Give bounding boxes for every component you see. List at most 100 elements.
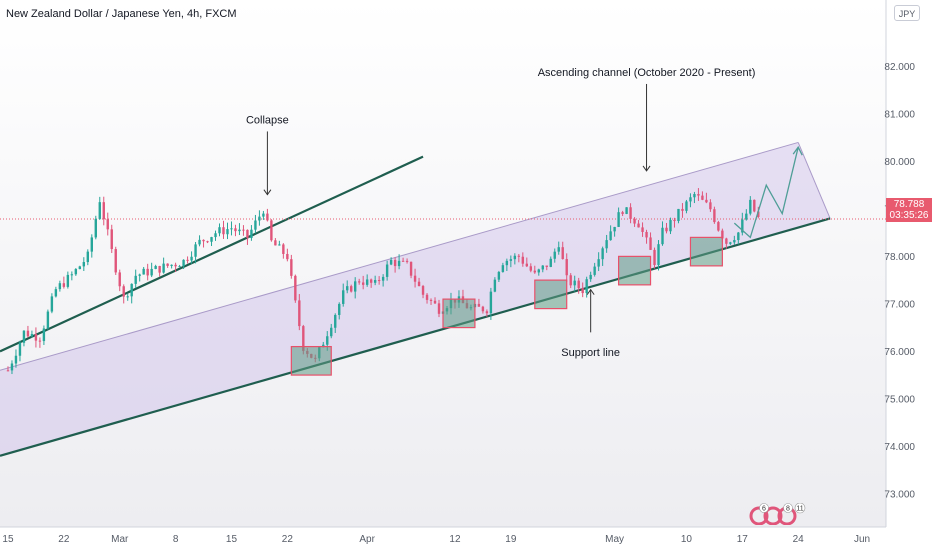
candle-body — [82, 262, 86, 267]
candle-body — [425, 294, 429, 300]
time-tick-label: 19 — [505, 534, 517, 545]
candle-body — [733, 240, 736, 243]
candle-body — [401, 260, 405, 262]
support-zone-box[interactable] — [290, 345, 332, 376]
price-tick-label: 75.000 — [884, 394, 915, 405]
candle-body — [657, 244, 660, 265]
candle-body — [665, 227, 668, 232]
candle-body — [501, 265, 505, 272]
candle-body — [206, 241, 209, 243]
candle-body — [90, 237, 93, 252]
price-tick-label: 81.000 — [884, 109, 915, 120]
time-tick-label: May — [605, 534, 624, 545]
candle-body — [174, 264, 177, 267]
candle-body — [74, 269, 78, 275]
candle-body — [66, 274, 70, 287]
candle-body — [597, 259, 600, 267]
publisher-logo: 6 8 11 — [749, 503, 806, 525]
candle-body — [58, 283, 62, 290]
candle-body — [166, 263, 169, 266]
candle-body — [102, 202, 105, 220]
candle-body — [725, 238, 728, 244]
time-tick-label: Apr — [359, 534, 375, 545]
candle-body — [505, 260, 509, 266]
price-axis-panel[interactable] — [886, 0, 932, 550]
candle-body — [202, 239, 205, 242]
candle-body — [629, 207, 632, 219]
projection-path[interactable] — [733, 147, 799, 239]
candle-body — [50, 296, 54, 312]
candle-body — [334, 314, 337, 328]
logo-ring-1 — [749, 506, 769, 525]
time-tick-label: 22 — [58, 534, 70, 545]
candle-body — [142, 268, 145, 275]
time-tick-label: 15 — [2, 534, 14, 545]
logo-digit-2: 8 — [786, 506, 790, 513]
time-tick-label: 24 — [793, 534, 805, 545]
candle-body — [258, 216, 261, 221]
prior-channel-trendline[interactable] — [0, 155, 424, 353]
candle-body — [246, 229, 249, 239]
annotation-label: Support line — [561, 347, 620, 359]
candle-body — [369, 279, 373, 283]
candle-body — [521, 256, 525, 264]
support-zone-box[interactable] — [442, 298, 476, 329]
candle-body — [254, 220, 257, 230]
candle-body — [298, 300, 301, 327]
annotation-label: Ascending channel (October 2020 - Presen… — [538, 67, 756, 79]
candle-body — [118, 272, 121, 287]
candle-body — [326, 336, 329, 345]
time-tick-label: 17 — [737, 534, 749, 545]
candle-body — [757, 211, 760, 217]
candle-body — [745, 213, 748, 220]
candle-body — [489, 291, 493, 314]
candle-body — [322, 344, 325, 348]
candle-body — [641, 227, 644, 232]
ascending-channel-edge — [797, 142, 831, 219]
last-price-value: 78.788 — [893, 199, 925, 210]
currency-unit-badge[interactable]: JPY — [894, 5, 920, 21]
support-zone-box[interactable] — [689, 236, 723, 267]
candle-body — [290, 259, 293, 276]
candle-body — [14, 355, 18, 364]
candle-body — [377, 280, 381, 282]
candle-body — [669, 220, 672, 232]
time-axis-panel[interactable] — [0, 527, 886, 550]
candle-body — [525, 263, 529, 267]
candle-body — [230, 228, 233, 230]
candle-body — [150, 268, 153, 276]
candle-body — [709, 202, 712, 210]
candle-body — [385, 264, 389, 277]
candle-body — [685, 201, 688, 211]
time-tick-label: Jun — [854, 534, 870, 545]
support-zone-box[interactable] — [534, 279, 568, 310]
candle-body — [713, 209, 716, 223]
price-tick-label: 80.000 — [884, 157, 915, 168]
candle-body — [541, 265, 544, 270]
candle-body — [214, 233, 217, 238]
candle-body — [409, 261, 413, 276]
support-zone-box[interactable] — [618, 255, 652, 286]
annotation-arrow-head — [263, 189, 272, 196]
candle-body — [589, 274, 592, 280]
candle-body — [158, 265, 161, 273]
candle-body — [210, 237, 213, 242]
candle-body — [413, 275, 417, 282]
candle-body — [178, 266, 181, 268]
candle-body — [198, 239, 201, 245]
candle-body — [330, 327, 333, 337]
candle-body — [689, 197, 692, 202]
candle-body — [633, 218, 636, 224]
candle-body — [114, 249, 117, 273]
candle-body — [262, 213, 265, 217]
candle-body — [573, 280, 576, 286]
candle-body — [134, 275, 137, 284]
candle-body — [437, 303, 441, 314]
candle-body — [693, 194, 696, 198]
candle-body — [485, 311, 489, 314]
time-tick-label: Mar — [111, 534, 129, 545]
time-tick-label: 12 — [449, 534, 461, 545]
candle-body — [34, 334, 38, 341]
candle-body — [26, 330, 30, 337]
